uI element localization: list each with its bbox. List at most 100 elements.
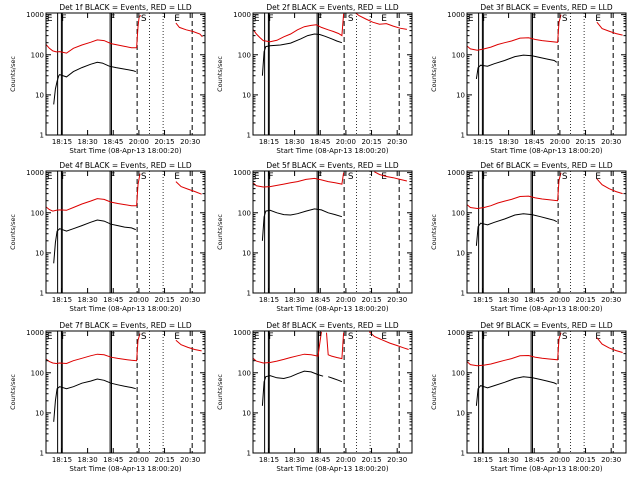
events-series-line — [261, 33, 343, 76]
lld-series-line — [253, 172, 345, 188]
x-axis-label: Start Time (08-Apr-13 18:00:20) — [490, 147, 602, 155]
x-tick-label: 18:30 — [78, 138, 98, 146]
panel-title: Det 1f BLACK = Events, RED = LLD — [59, 3, 192, 12]
y-tick-label: 1 — [461, 450, 465, 458]
event-flag-label: F — [61, 332, 66, 342]
event-flag-label: F — [268, 172, 273, 182]
event-flag-label: S — [348, 172, 354, 182]
x-tick-label: 20:00 — [336, 296, 356, 304]
x-tick-label: 20:30 — [387, 138, 407, 146]
lld-series-line — [175, 181, 202, 195]
x-tick-label: 18:30 — [499, 138, 519, 146]
x-tick-label: 20:00 — [550, 138, 570, 146]
y-tick-label: 1 — [247, 132, 251, 140]
y-tick-label: 1 — [247, 290, 251, 298]
x-tick-label: 18:15 — [259, 138, 279, 146]
event-flag-label: F — [110, 332, 115, 342]
x-tick-label: 18:15 — [473, 296, 493, 304]
event-flag-label: E — [47, 172, 53, 182]
events-series-line — [53, 61, 136, 105]
event-flag-label: S — [348, 14, 354, 24]
y-axis-label: Counts/sec — [430, 56, 438, 92]
x-tick-label: 18:15 — [52, 296, 72, 304]
x-axis-label: Start Time (08-Apr-13 18:00:20) — [276, 465, 388, 473]
x-tick-label: 20:00 — [129, 138, 149, 146]
x-tick-label: 20:30 — [601, 138, 621, 146]
lld-series-line — [175, 22, 203, 38]
y-tick-label: 100 — [452, 209, 465, 217]
y-tick-label: 10 — [242, 91, 251, 99]
x-tick-label: 20:30 — [387, 296, 407, 304]
event-flag-label: E — [381, 172, 387, 182]
y-tick-label: 1000 — [26, 169, 44, 177]
y-tick-label: 1000 — [26, 329, 44, 337]
panel-title: Det 2f BLACK = Events, RED = LLD — [266, 3, 399, 12]
plot-frame — [252, 170, 413, 294]
event-flag-label: F — [482, 332, 487, 342]
event-flag-label: F — [317, 172, 322, 182]
y-tick-label: 10 — [35, 249, 44, 257]
x-tick-label: 20:15 — [575, 296, 595, 304]
event-flag-label: S — [141, 332, 147, 342]
x-tick-label: 20:30 — [180, 138, 200, 146]
lld-series-line — [596, 21, 623, 36]
x-tick-label: 20:00 — [550, 456, 570, 464]
y-axis-label: Counts/sec — [9, 56, 17, 92]
lld-series-line — [175, 339, 202, 352]
y-tick-label: 100 — [238, 51, 251, 59]
x-tick-label: 18:45 — [103, 296, 123, 304]
event-flag-label: S — [562, 14, 568, 24]
y-tick-label: 1000 — [233, 329, 251, 337]
x-tick-label: 18:30 — [285, 296, 305, 304]
x-tick-label: 18:15 — [259, 456, 279, 464]
x-axis-label: Start Time (08-Apr-13 18:00:20) — [490, 305, 602, 313]
plot-frame — [45, 12, 206, 136]
x-tick-label: 20:15 — [361, 456, 381, 464]
y-tick-label: 10 — [456, 409, 465, 417]
events-series-line — [475, 376, 558, 406]
x-tick-label: 18:15 — [52, 138, 72, 146]
event-flag-label: S — [562, 172, 568, 182]
y-axis-label: Counts/sec — [216, 214, 224, 250]
x-tick-label: 20:15 — [154, 138, 174, 146]
x-tick-label: 20:00 — [336, 138, 356, 146]
y-tick-label: 10 — [35, 91, 44, 99]
event-flag-label: E — [47, 14, 53, 24]
y-tick-label: 10 — [242, 249, 251, 257]
y-axis-label: Counts/sec — [9, 374, 17, 410]
event-flag-label: F — [61, 14, 66, 24]
x-tick-label: 20:30 — [601, 296, 621, 304]
plot-frame — [466, 330, 627, 454]
events-series-line — [328, 376, 343, 383]
x-tick-label: 18:30 — [78, 456, 98, 464]
lld-series-line — [46, 333, 141, 365]
panel-title: Det 4f BLACK = Events, RED = LLD — [59, 161, 192, 170]
plot-frame — [45, 330, 206, 454]
y-axis-label: Counts/sec — [216, 374, 224, 410]
y-tick-label: 10 — [456, 91, 465, 99]
lld-series-line — [467, 332, 562, 367]
y-axis-label: Counts/sec — [9, 214, 17, 250]
y-tick-label: 1000 — [26, 11, 44, 19]
x-tick-label: 18:45 — [524, 456, 544, 464]
x-tick-label: 18:30 — [78, 296, 98, 304]
x-tick-label: 18:45 — [524, 138, 544, 146]
event-flag-label: F — [268, 14, 273, 24]
event-flag-label: E — [595, 14, 601, 24]
x-axis-label: Start Time (08-Apr-13 18:00:20) — [276, 147, 388, 155]
y-tick-label: 1000 — [447, 11, 465, 19]
x-tick-label: 20:15 — [154, 296, 174, 304]
y-tick-label: 1 — [247, 450, 251, 458]
x-tick-label: 20:00 — [129, 456, 149, 464]
x-tick-label: 20:00 — [550, 296, 570, 304]
event-flag-label: E — [381, 14, 387, 24]
x-tick-label: 20:15 — [575, 138, 595, 146]
lld-series-line — [467, 14, 562, 51]
event-flag-label: S — [141, 14, 147, 24]
